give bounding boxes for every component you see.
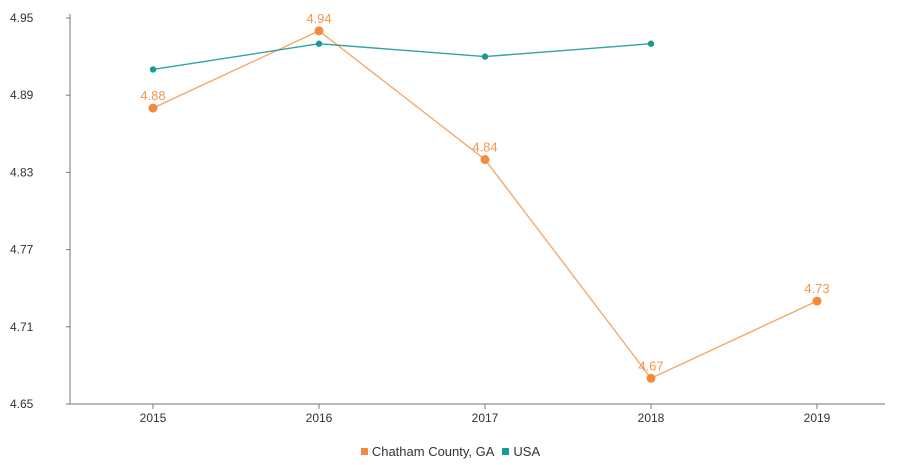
series-line-usa <box>152 43 652 71</box>
legend-swatch <box>360 448 368 456</box>
data-label: 4.67 <box>638 358 663 373</box>
chart-legend: Chatham County, GA USA <box>0 444 901 459</box>
data-point-chatham-county-ga <box>148 103 158 113</box>
y-tick-label: 4.71 <box>10 320 34 334</box>
y-tick-label: 4.89 <box>10 88 34 102</box>
legend-label: USA <box>513 444 541 459</box>
legend-label: Chatham County, GA <box>371 444 495 459</box>
x-tick-label: 2015 <box>140 411 167 425</box>
y-tick-label: 4.77 <box>10 243 34 257</box>
data-label: 4.88 <box>140 88 165 103</box>
y-tick-label: 4.95 <box>10 11 34 25</box>
data-point-chatham-county-ga <box>646 373 656 383</box>
data-label: 4.94 <box>306 11 331 26</box>
data-point-chatham-county-ga <box>812 296 822 306</box>
x-tick-label: 2019 <box>804 411 831 425</box>
y-tick-label: 4.83 <box>10 165 34 179</box>
legend-item: USA <box>502 444 540 459</box>
x-tick-label: 2018 <box>638 411 665 425</box>
data-label: 4.84 <box>472 140 497 155</box>
series-line-chatham-county-ga <box>152 30 818 380</box>
data-point-chatham-county-ga <box>314 26 324 36</box>
data-point-chatham-county-ga <box>480 155 490 165</box>
data-point-usa <box>647 40 655 47</box>
data-point-usa <box>149 66 157 73</box>
legend-item: Chatham County, GA <box>360 444 495 459</box>
x-tick-label: 2017 <box>472 411 499 425</box>
x-tick-label: 2016 <box>306 411 333 425</box>
data-label: 4.73 <box>804 281 829 296</box>
legend-swatch <box>502 448 510 456</box>
data-point-usa <box>481 53 489 60</box>
y-tick-label: 4.65 <box>10 397 34 411</box>
chart-canvas: 4.95 4.89 4.83 4.77 4.71 4.65 2015 2016 2017 2018… <box>10 11 885 425</box>
data-point-usa <box>315 40 323 47</box>
